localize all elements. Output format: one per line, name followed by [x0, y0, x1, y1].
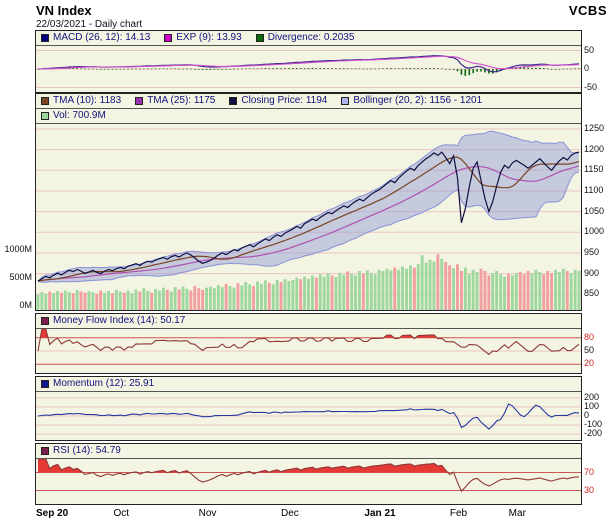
y-axis-tick: 1150 — [584, 164, 604, 175]
y-axis-tick: 1200 — [584, 143, 605, 154]
volume-axis-tick: 1000M — [4, 244, 32, 255]
y-axis-tick: 30 — [584, 484, 595, 495]
macd-frame: MACD (26, 12): 14.13 EXP (9): 13.93 Diverg… — [35, 30, 582, 93]
y-axis-tick: 900 — [584, 267, 600, 278]
legend-item-macd: MACD (26, 12): 14.13 — [41, 33, 150, 43]
price-frame: TMA (10): 1183 TMA (25): 1175 Closing Pric… — [35, 93, 582, 311]
legend-item-divergence: Divergence: 0.2035 — [255, 32, 355, 43]
legend-item-close: Closing Price: 1194 — [229, 96, 327, 106]
x-axis: Sep 20 Oct Nov Dec Jan 21 Feb Mar — [0, 505, 615, 523]
momentum-swatch-icon — [41, 380, 49, 388]
x-axis-label: Feb — [449, 508, 468, 519]
momentum-left-gutter — [0, 376, 35, 441]
page-title: VN Index — [36, 3, 92, 18]
mfi-left-gutter — [0, 313, 35, 374]
x-axis-label: Jan 21 — [364, 508, 396, 519]
y-axis-tick: 1100 — [584, 185, 604, 195]
y-axis-tick: 70 — [584, 466, 595, 477]
legend-label-momentum: Momentum (12): 25.91 — [53, 378, 155, 389]
legend-label-mfi: Money Flow Index (14): 50.17 — [53, 315, 186, 326]
legend-item-exp: EXP (9): 13.93 — [164, 32, 242, 43]
tma25-swatch-icon — [135, 97, 144, 105]
momentum-legend: Momentum (12): 25.91 — [36, 377, 581, 392]
legend-label-tma10: TMA (10): 1183 — [53, 95, 122, 106]
legend-label-exp: EXP (9): 13.93 — [176, 32, 242, 43]
legend-label-tma25: TMA (25): 1175 — [147, 95, 216, 106]
y-axis-tick: 200 — [584, 391, 600, 402]
momentum-plot[interactable] — [36, 392, 581, 440]
volume-swatch-icon — [41, 112, 49, 120]
y-axis-tick: 50 — [584, 345, 595, 355]
y-axis-tick: 0 — [584, 63, 590, 73]
chart-subtitle: 22/03/2021 - Daily chart — [36, 19, 143, 30]
legend-item-volume: Vol: 700.9M — [41, 111, 106, 121]
legend-item-mfi: Money Flow Index (14): 50.17 — [41, 316, 185, 326]
x-axis-label: Mar — [508, 508, 526, 519]
price-legend-row2: Vol: 700.9M — [36, 109, 581, 124]
x-axis-label: Oct — [113, 508, 130, 519]
rsi-left-gutter — [0, 443, 35, 505]
mfi-swatch-icon — [41, 317, 49, 325]
brand-logo: VCBS — [568, 3, 607, 18]
divergence-swatch-icon — [255, 34, 264, 42]
legend-item-rsi: RSI (14): 54.79 — [41, 446, 121, 456]
rsi-legend: RSI (14): 54.79 — [36, 444, 581, 459]
y-axis-tick: -100 — [584, 419, 603, 430]
y-axis-tick: -50 — [584, 81, 598, 92]
macd-left-gutter — [0, 30, 35, 93]
y-axis-tick: 50 — [584, 44, 595, 55]
mfi-panel: Money Flow Index (14): 50.17 80 50 20 — [0, 313, 615, 374]
price-plot[interactable] — [36, 124, 581, 310]
y-axis-tick: 950 — [584, 247, 600, 257]
y-axis-tick: 80 — [584, 331, 595, 342]
y-axis-tick: 20 — [584, 358, 595, 369]
legend-item-tma10: TMA (10): 1183 — [41, 96, 121, 106]
y-axis-tick: 0 — [584, 410, 590, 420]
x-axis-label: Dec — [280, 508, 299, 519]
y-axis-tick: 1000 — [584, 226, 605, 237]
legend-label-bollinger: Bollinger (20, 2): 1156 - 1201 — [353, 95, 483, 106]
mfi-frame: Money Flow Index (14): 50.17 — [35, 313, 582, 374]
y-axis-tick: 100 — [584, 400, 600, 411]
momentum-panel: Momentum (12): 25.91 200 100 0 -100 -200 — [0, 376, 615, 441]
legend-item-momentum: Momentum (12): 25.91 — [41, 379, 154, 389]
header-titles: VN Index 22/03/2021 - Daily chart — [36, 3, 142, 30]
volume-axis-tick: 0M — [19, 300, 32, 310]
x-axis-label: Nov — [198, 508, 217, 519]
legend-item-tma25: TMA (25): 1175 — [135, 96, 215, 106]
y-axis-tick: 1050 — [584, 205, 605, 216]
rsi-swatch-icon — [41, 447, 49, 455]
legend-label-close: Closing Price: 1194 — [241, 95, 328, 106]
close-swatch-icon — [229, 97, 238, 105]
macd-plot[interactable] — [36, 46, 581, 92]
legend-label-macd: MACD (26, 12): 14.13 — [53, 32, 151, 43]
y-axis-tick: 850 — [584, 288, 600, 299]
mfi-plot[interactable] — [36, 329, 581, 373]
mfi-legend: Money Flow Index (14): 50.17 — [36, 314, 581, 329]
volume-axis-tick: 500M — [9, 272, 32, 283]
y-axis-tick: 1250 — [584, 123, 605, 133]
legend-label-divergence: Divergence: 0.2035 — [267, 32, 355, 43]
x-axis-label: Sep 20 — [36, 508, 69, 519]
rsi-frame: RSI (14): 54.79 — [35, 443, 582, 505]
tma10-swatch-icon — [41, 97, 49, 105]
momentum-frame: Momentum (12): 25.91 — [35, 376, 582, 441]
legend-label-volume: Vol: 700.9M — [53, 110, 106, 121]
macd-legend: MACD (26, 12): 14.13 EXP (9): 13.93 Diverg… — [36, 31, 581, 46]
macd-panel: MACD (26, 12): 14.13 EXP (9): 13.93 Diverg… — [0, 30, 615, 93]
bollinger-swatch-icon — [341, 97, 350, 105]
macd-swatch-icon — [41, 34, 49, 42]
exp-swatch-icon — [164, 34, 173, 42]
header: VN Index 22/03/2021 - Daily chart VCBS — [0, 2, 615, 30]
rsi-plot[interactable] — [36, 459, 581, 504]
price-panel: TMA (10): 1183 TMA (25): 1175 Closing Pric… — [0, 93, 615, 311]
y-axis-tick: -200 — [584, 428, 603, 439]
legend-label-rsi: RSI (14): 54.79 — [53, 445, 121, 456]
price-legend-row1: TMA (10): 1183 TMA (25): 1175 Closing Pric… — [36, 94, 581, 109]
rsi-panel: RSI (14): 54.79 70 30 — [0, 443, 615, 505]
legend-item-bollinger: Bollinger (20, 2): 1156 - 1201 — [341, 96, 482, 106]
